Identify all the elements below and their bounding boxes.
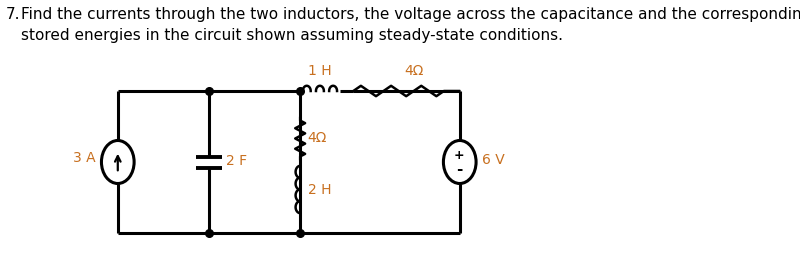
Text: -: -	[456, 162, 462, 177]
Text: 4Ω: 4Ω	[404, 64, 423, 78]
Text: 2 H: 2 H	[308, 183, 331, 196]
Text: 7.: 7.	[6, 7, 21, 22]
Text: 1 H: 1 H	[308, 64, 332, 78]
Text: 4Ω: 4Ω	[308, 132, 327, 145]
Text: +: +	[454, 149, 464, 162]
Text: 6 V: 6 V	[482, 153, 505, 167]
Text: stored energies in the circuit shown assuming steady-state conditions.: stored energies in the circuit shown ass…	[22, 28, 563, 43]
Text: Find the currents through the two inductors, the voltage across the capacitance : Find the currents through the two induct…	[22, 7, 800, 22]
Text: 3 A: 3 A	[73, 151, 95, 165]
Text: 2 F: 2 F	[226, 154, 247, 168]
